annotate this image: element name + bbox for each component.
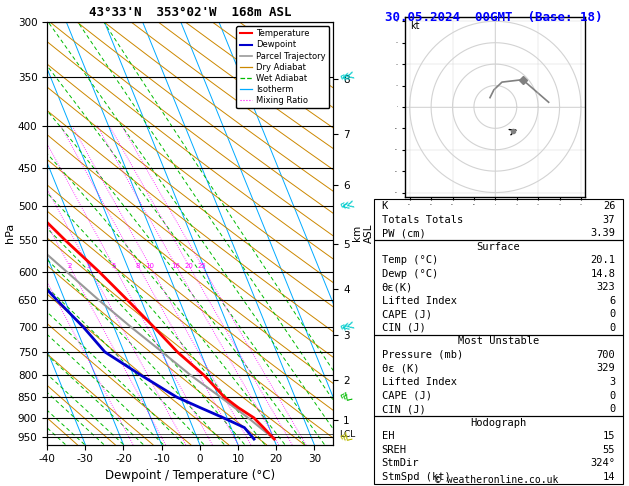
Text: 30.05.2024  00GMT  (Base: 18): 30.05.2024 00GMT (Base: 18) xyxy=(385,11,603,24)
Text: StmDir: StmDir xyxy=(382,458,419,469)
Text: «: « xyxy=(337,69,349,86)
X-axis label: Dewpoint / Temperature (°C): Dewpoint / Temperature (°C) xyxy=(105,469,276,482)
Y-axis label: hPa: hPa xyxy=(5,223,15,243)
Text: StmSpd (kt): StmSpd (kt) xyxy=(382,472,450,482)
Text: 0: 0 xyxy=(609,404,615,414)
Text: CAPE (J): CAPE (J) xyxy=(382,391,431,400)
Text: SREH: SREH xyxy=(382,445,407,455)
Text: 2: 2 xyxy=(67,262,72,269)
Text: «: « xyxy=(337,198,349,214)
Text: 37: 37 xyxy=(603,214,615,225)
Text: 6: 6 xyxy=(609,296,615,306)
Text: 14: 14 xyxy=(603,472,615,482)
Text: CAPE (J): CAPE (J) xyxy=(382,309,431,319)
Text: L: L xyxy=(343,390,353,404)
Text: CIN (J): CIN (J) xyxy=(382,323,425,333)
Text: Lifted Index: Lifted Index xyxy=(382,296,457,306)
Text: «: « xyxy=(337,319,349,335)
Text: Most Unstable: Most Unstable xyxy=(458,336,539,347)
Text: 55: 55 xyxy=(603,445,615,455)
Text: θε (K): θε (K) xyxy=(382,364,419,374)
Text: Surface: Surface xyxy=(477,242,520,252)
Text: 14.8: 14.8 xyxy=(590,269,615,279)
Text: ≪: ≪ xyxy=(340,69,356,86)
Text: 0: 0 xyxy=(609,323,615,333)
Text: 0: 0 xyxy=(609,391,615,400)
Text: ≪: ≪ xyxy=(340,198,356,214)
Text: «: « xyxy=(337,429,349,445)
Text: Pressure (mb): Pressure (mb) xyxy=(382,350,463,360)
Text: 10: 10 xyxy=(145,262,154,269)
Text: 1: 1 xyxy=(36,262,41,269)
Text: θε(K): θε(K) xyxy=(382,282,413,292)
Text: 15: 15 xyxy=(603,431,615,441)
Text: Hodograph: Hodograph xyxy=(470,417,526,428)
Text: Lifted Index: Lifted Index xyxy=(382,377,457,387)
Text: Dewp (°C): Dewp (°C) xyxy=(382,269,438,279)
Text: 323: 323 xyxy=(596,282,615,292)
Text: 3.39: 3.39 xyxy=(590,228,615,238)
Text: K: K xyxy=(382,201,388,211)
Text: 5: 5 xyxy=(111,262,116,269)
Y-axis label: km
ASL: km ASL xyxy=(352,224,374,243)
Text: 26: 26 xyxy=(603,201,615,211)
Text: 8: 8 xyxy=(136,262,140,269)
Text: LCL: LCL xyxy=(339,430,355,439)
Text: 16: 16 xyxy=(172,262,181,269)
Text: L: L xyxy=(343,430,353,444)
Legend: Temperature, Dewpoint, Parcel Trajectory, Dry Adiabat, Wet Adiabat, Isotherm, Mi: Temperature, Dewpoint, Parcel Trajectory… xyxy=(237,26,329,108)
Text: CIN (J): CIN (J) xyxy=(382,404,425,414)
Text: 0: 0 xyxy=(609,309,615,319)
Text: 25: 25 xyxy=(198,262,206,269)
Text: 700: 700 xyxy=(596,350,615,360)
Text: 329: 329 xyxy=(596,364,615,374)
Text: PW (cm): PW (cm) xyxy=(382,228,425,238)
Text: 20: 20 xyxy=(184,262,193,269)
Text: EH: EH xyxy=(382,431,394,441)
Text: 3: 3 xyxy=(86,262,91,269)
Text: ≪: ≪ xyxy=(340,319,356,335)
Title: 43°33'N  353°02'W  168m ASL: 43°33'N 353°02'W 168m ASL xyxy=(89,6,291,19)
Text: © weatheronline.co.uk: © weatheronline.co.uk xyxy=(435,475,559,485)
Text: kt: kt xyxy=(409,21,419,31)
Text: Temp (°C): Temp (°C) xyxy=(382,255,438,265)
Text: 3: 3 xyxy=(609,377,615,387)
Text: 20.1: 20.1 xyxy=(590,255,615,265)
Text: Totals Totals: Totals Totals xyxy=(382,214,463,225)
Text: «: « xyxy=(337,389,349,405)
Text: 324°: 324° xyxy=(590,458,615,469)
